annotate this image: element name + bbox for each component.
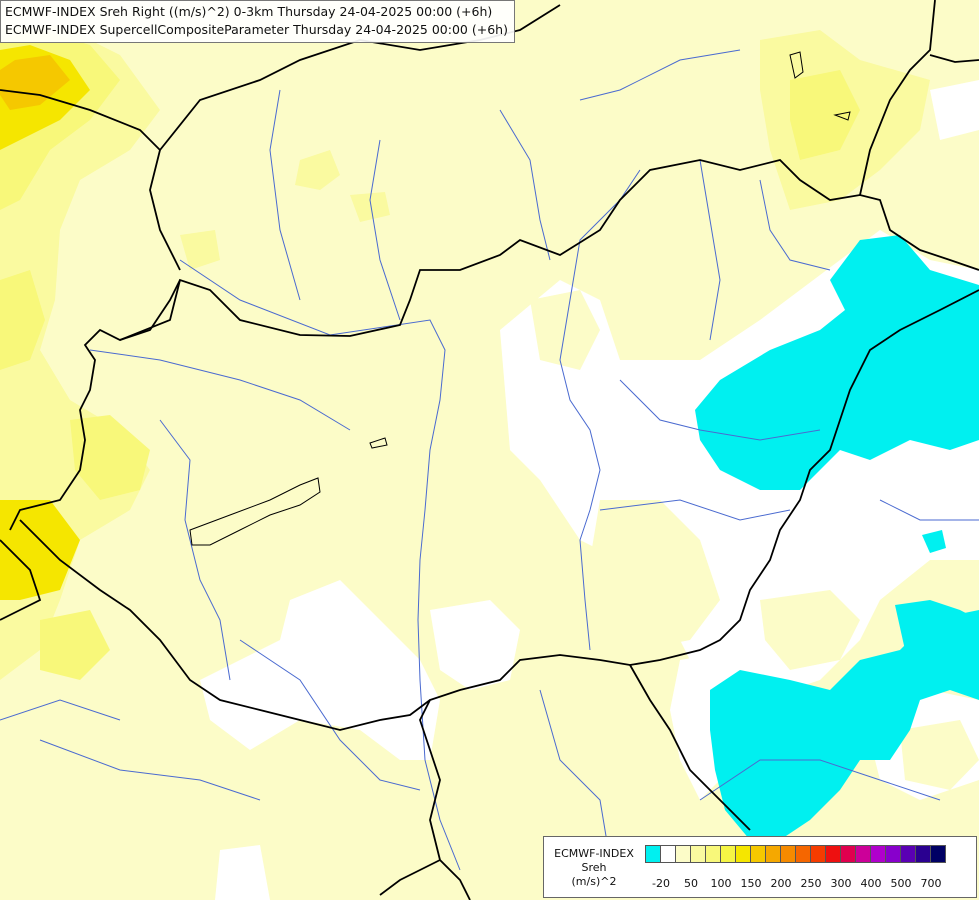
river-tisza bbox=[559, 169, 641, 651]
river-e-3 bbox=[879, 499, 979, 521]
legend-swatches bbox=[645, 845, 946, 863]
color-legend: ECMWF-INDEX Sreh (m/s)^2 -20 50 100 150 200 2… bbox=[543, 836, 977, 898]
border-ro-rs bbox=[629, 664, 751, 831]
legend-tick-8: 500 bbox=[890, 877, 912, 890]
white-region-south-2 bbox=[430, 600, 520, 690]
legend-swatch-3 bbox=[690, 845, 706, 863]
river-se-1 bbox=[699, 759, 941, 801]
legend-tick-7: 400 bbox=[860, 877, 882, 890]
legend-title: ECMWF-INDEX Sreh (m/s)^2 bbox=[548, 847, 640, 889]
cyan-region-east bbox=[695, 235, 979, 490]
legend-swatch-8 bbox=[765, 845, 781, 863]
yellow-patch-1 bbox=[295, 150, 340, 190]
legend-swatch-17 bbox=[900, 845, 916, 863]
yellow-island-1 bbox=[590, 500, 720, 650]
cyan-region-small-1 bbox=[922, 530, 946, 553]
map-title-scp: ECMWF-INDEX SupercellCompositeParameter … bbox=[5, 22, 508, 37]
legend-swatch-0 bbox=[645, 845, 661, 863]
river-south-1 bbox=[239, 639, 421, 791]
yellow-patch-2 bbox=[350, 192, 390, 222]
border-hu-hr bbox=[19, 519, 431, 731]
border-ne-top bbox=[929, 54, 979, 63]
river-east-1 bbox=[619, 379, 821, 441]
border-sw bbox=[0, 539, 42, 621]
yellow-island-3 bbox=[760, 590, 860, 670]
river-ne-1 bbox=[699, 159, 721, 341]
border-at-hu bbox=[9, 279, 181, 531]
border-hr-rs bbox=[379, 859, 441, 896]
river-north-2 bbox=[369, 139, 401, 321]
small-lake-3 bbox=[833, 111, 851, 121]
legend-swatch-14 bbox=[855, 845, 871, 863]
white-region-bottom bbox=[215, 845, 270, 900]
legend-tick-0: -20 bbox=[652, 877, 670, 890]
yellow-zone-nw-darker bbox=[0, 55, 70, 110]
legend-title-variable: Sreh bbox=[581, 861, 607, 874]
river-n-4 bbox=[579, 49, 741, 101]
river-west-1 bbox=[89, 349, 351, 431]
yellow-zone-west-mid bbox=[0, 270, 45, 370]
yellow-zone-sw bbox=[0, 500, 80, 600]
river-south-2 bbox=[39, 739, 261, 801]
river-s-3 bbox=[539, 689, 611, 861]
legend-ticks: -20 50 100 150 200 250 300 400 500 700 bbox=[645, 877, 975, 891]
river-ne-2 bbox=[759, 179, 831, 271]
legend-swatch-13 bbox=[840, 845, 856, 863]
cyan-region-southeast bbox=[710, 610, 979, 840]
border-north-west bbox=[0, 89, 181, 271]
legend-tick-4: 200 bbox=[770, 877, 792, 890]
legend-swatch-7 bbox=[750, 845, 766, 863]
legend-title-unit: (m/s)^2 bbox=[571, 875, 617, 888]
yellow-island-4 bbox=[900, 720, 979, 790]
map-title-sreh: ECMWF-INDEX Sreh Right ((m/s)^2) 0-3km T… bbox=[5, 4, 493, 19]
small-lake-1 bbox=[369, 437, 388, 449]
legend-swatch-12 bbox=[825, 845, 841, 863]
legend-swatch-11 bbox=[810, 845, 826, 863]
lake-balaton bbox=[189, 477, 321, 546]
border-sk-hu bbox=[119, 159, 979, 341]
legend-swatch-19 bbox=[930, 845, 946, 863]
small-lake-2 bbox=[789, 51, 804, 79]
yellow-zone-south bbox=[40, 610, 110, 680]
legend-swatch-10 bbox=[795, 845, 811, 863]
rivers bbox=[0, 49, 979, 871]
legend-swatch-5 bbox=[720, 845, 736, 863]
border-sk-ua bbox=[859, 0, 936, 196]
yellow-zone-sw-2 bbox=[70, 415, 150, 500]
border-hu-ro bbox=[419, 289, 979, 900]
yellow-patch-3 bbox=[180, 230, 220, 270]
legend-tick-1: 50 bbox=[684, 877, 698, 890]
cyan-region-se-2 bbox=[895, 600, 979, 660]
white-region-ne-strip bbox=[930, 80, 979, 140]
legend-tick-5: 250 bbox=[800, 877, 822, 890]
river-north-1 bbox=[269, 89, 301, 301]
legend-swatch-2 bbox=[675, 845, 691, 863]
legend-tick-6: 300 bbox=[830, 877, 852, 890]
river-east-2 bbox=[599, 499, 791, 521]
map-title-box: ECMWF-INDEX Sreh Right ((m/s)^2) 0-3km T… bbox=[0, 0, 515, 43]
legend-swatch-4 bbox=[705, 845, 721, 863]
legend-swatch-9 bbox=[780, 845, 796, 863]
legend-swatch-15 bbox=[870, 845, 886, 863]
legend-tick-3: 150 bbox=[740, 877, 762, 890]
legend-tick-9: 700 bbox=[920, 877, 942, 890]
legend-swatch-6 bbox=[735, 845, 751, 863]
yellow-zone-ne-2 bbox=[790, 70, 860, 160]
river-sw-3 bbox=[0, 699, 121, 721]
legend-swatch-1 bbox=[660, 845, 676, 863]
river-north-3 bbox=[499, 109, 551, 261]
legend-swatch-18 bbox=[915, 845, 931, 863]
legend-title-source: ECMWF-INDEX bbox=[554, 847, 634, 860]
legend-swatch-16 bbox=[885, 845, 901, 863]
white-region-south bbox=[200, 580, 440, 760]
river-west-2 bbox=[159, 419, 231, 681]
legend-tick-2: 100 bbox=[710, 877, 732, 890]
river-danube bbox=[179, 259, 461, 871]
